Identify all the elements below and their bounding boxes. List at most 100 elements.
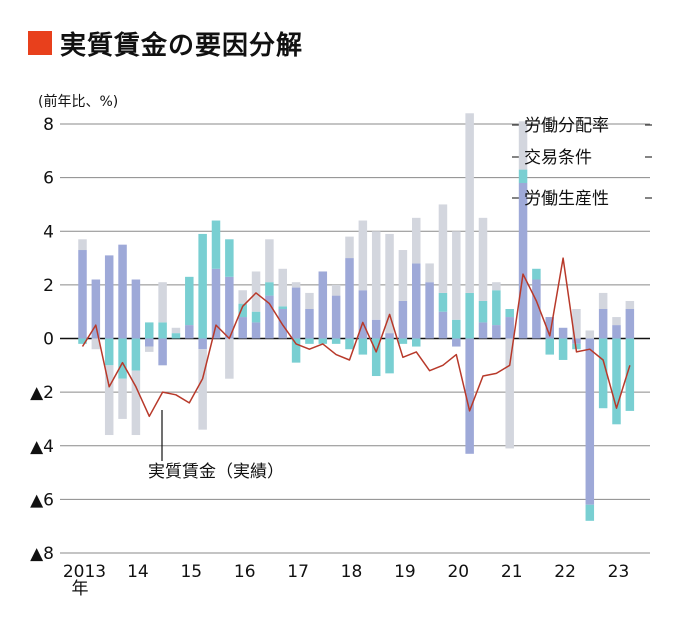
bar-labor-share [331,284,341,296]
bar-terms-of-trade [104,338,114,366]
bar-labor-productivity [291,287,301,339]
bar-labor-share [104,365,114,436]
bar-labor-productivity [318,271,328,339]
bar-terms-of-trade [545,338,554,355]
bar-labor-share [238,290,247,304]
bar-labor-share [278,268,287,307]
bar-terms-of-trade [238,303,247,318]
bar-terms-of-trade [585,504,595,521]
bar-terms-of-trade [612,338,621,425]
bar-labor-share [131,370,141,436]
bar-labor-share [612,317,621,326]
bar-labor-share [171,327,181,334]
bar-labor-share [425,263,434,283]
x-tick-label: 18 [341,562,363,582]
title-marker-square [28,31,52,55]
bar-labor-productivity [104,255,114,339]
chart-title: 実質賃金の要因分解 [60,30,304,61]
bar-labor-productivity [572,338,581,344]
bar-labor-productivity [465,338,474,454]
bar-labor-share [625,300,635,310]
x-tick-label: 20 [447,562,469,582]
real-wage-annotation: 実質賃金（実績） [148,462,284,482]
bar-labor-productivity [265,295,274,339]
gridlines [60,123,652,554]
bar-labor-productivity [412,263,421,339]
bar-labor-productivity [225,276,234,339]
bar-terms-of-trade [291,338,301,363]
bar-labor-productivity [398,300,408,339]
bar-labor-productivity [211,268,221,339]
bar-labor-share [492,282,501,291]
bar-labor-productivity [185,325,194,339]
bar-terms-of-trade [438,292,448,312]
bar-labor-share [465,113,474,293]
bar-labor-productivity [438,311,448,339]
x-tick-label: 14 [127,562,149,582]
bar-labor-share [198,349,207,430]
x-tick-label: 17 [287,562,309,582]
bar-terms-of-trade [358,338,368,355]
bar-terms-of-trade [478,300,488,323]
bar-terms-of-trade [398,338,408,344]
bar-labor-share [585,330,595,339]
bar-labor-productivity [385,333,394,339]
real-wage-line-layer [81,257,631,418]
bar-terms-of-trade [345,338,354,350]
bar-terms-of-trade [225,239,234,277]
bar-labor-productivity [452,338,461,347]
bar-labor-productivity [545,317,554,339]
bar-labor-share [438,204,448,293]
bar-labor-share [371,231,381,320]
bar-labor-share [518,121,528,170]
bar-labor-share [478,217,488,301]
bar-labor-share [305,292,314,310]
bar-labor-productivity [345,258,354,339]
y-tick-label: ▲2 [30,383,54,403]
bar-labor-share [505,338,514,449]
y-tick-label: 4 [43,222,54,242]
legend-productivity: 労働生産性 [524,189,609,209]
bar-terms-of-trade [598,338,608,409]
bar-labor-share [78,239,87,251]
bar-terms-of-trade [251,311,261,323]
bar-terms-of-trade [211,220,221,269]
real-wage-line [81,257,631,418]
bar-labor-productivity [612,325,621,339]
bar-terms-of-trade [505,309,514,318]
bar-terms-of-trade [492,290,501,326]
bar-terms-of-trade [118,338,127,379]
bar-labor-productivity [358,290,368,339]
y-tick-labels: 8 6 4 2 0 ▲2 ▲4 ▲6 ▲8 [30,115,54,564]
bar-terms-of-trade [452,319,461,339]
bar-labor-productivity [492,325,501,339]
bar-terms-of-trade [265,282,274,296]
bar-labor-productivity [558,327,568,339]
bar-labor-productivity [425,282,434,339]
bar-terms-of-trade [305,338,314,344]
bar-terms-of-trade [145,322,154,339]
x-tick-label: 2013 [63,562,106,582]
bar-labor-productivity [478,322,488,339]
bar-labor-share [572,309,581,339]
x-tick-label: 21 [501,562,523,582]
y-tick-label: 8 [43,115,54,135]
bar-terms-of-trade [518,169,528,183]
x-tick-labels: 2013 14 15 16 17 18 19 20 21 22 23 [63,562,629,582]
bar-labor-productivity [91,279,101,339]
y-tick-label: ▲4 [30,437,54,457]
x-tick-label: 22 [554,562,576,582]
bar-terms-of-trade [185,276,194,326]
bar-labor-productivity [371,319,381,339]
bar-labor-productivity [598,309,608,339]
bar-terms-of-trade [412,338,421,347]
bar-labor-productivity [305,309,314,339]
y-tick-label: ▲6 [30,490,54,510]
bar-terms-of-trade [158,322,167,339]
x-tick-label: 19 [394,562,416,582]
bar-labor-share [385,233,394,334]
bar-terms-of-trade [558,338,568,360]
bar-labor-share [145,346,154,352]
bar-labor-productivity [625,309,635,339]
